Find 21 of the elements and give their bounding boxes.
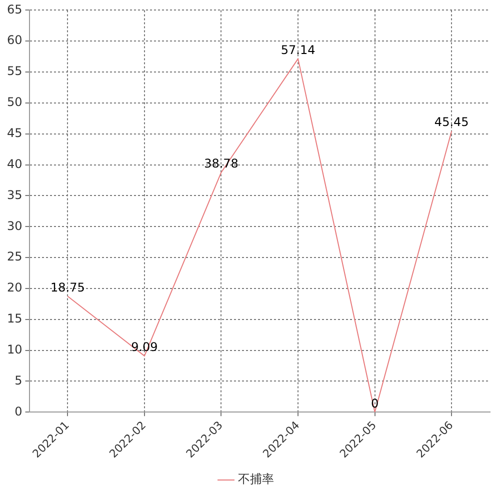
data-label: 45.45 — [434, 115, 469, 130]
y-tick-label: 20 — [6, 280, 22, 295]
y-tick-label: 15 — [6, 312, 22, 326]
y-tick-label: 60 — [6, 33, 22, 48]
y-tick-label: 5 — [14, 373, 22, 388]
y-tick-label: 55 — [6, 64, 22, 78]
y-tick-label: 40 — [6, 156, 22, 171]
data-label: 0 — [370, 396, 379, 410]
y-tick-label: 50 — [6, 95, 22, 110]
y-tick-label: 10 — [6, 342, 22, 356]
data-label: 9.09 — [131, 340, 158, 354]
y-tick-label: 30 — [6, 218, 22, 233]
y-tick-label: 35 — [6, 188, 22, 202]
y-tick-label: 65 — [6, 2, 22, 16]
y-tick-label: 0 — [14, 404, 22, 418]
legend-label: 不捕率 — [238, 472, 274, 486]
data-label: 38.78 — [204, 156, 238, 170]
data-label: 57.14 — [280, 42, 316, 57]
y-tick-label: 25 — [6, 250, 22, 264]
y-tick-label: 45 — [6, 126, 22, 140]
data-label: 18.75 — [50, 280, 85, 294]
